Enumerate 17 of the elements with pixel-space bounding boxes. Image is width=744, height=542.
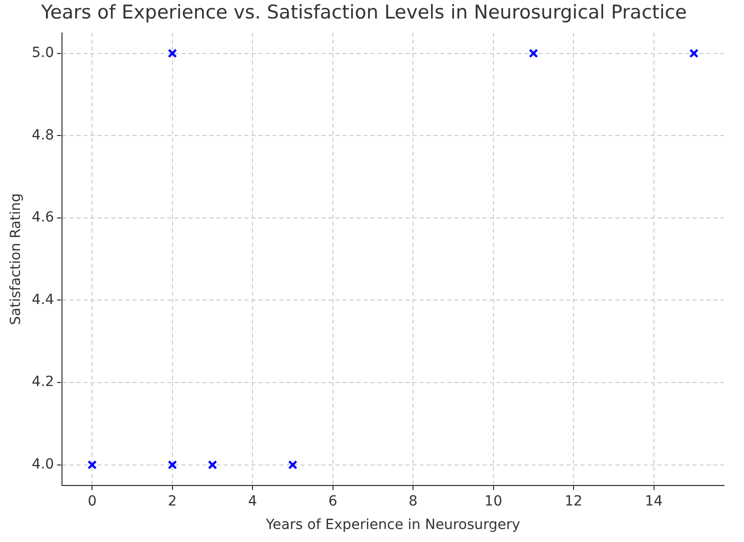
x-axis-title: Years of Experience in Neurosurgery [264,517,520,534]
x-tick-label: 4 [248,493,258,510]
y-tick-label: 4.4 [32,292,54,308]
y-tick-label: 4.6 [32,210,54,226]
y-tick-label: 5.0 [32,45,54,62]
x-tick-label: 12 [564,493,582,510]
y-axis-title: Satisfaction Rating [8,193,24,325]
x-tick-label: 14 [644,493,663,510]
x-tick-label: 0 [88,493,97,510]
x-tick-label: 2 [168,493,177,510]
chart-title: Years of Experience vs. Satisfaction Levels in Neurosurgical Practice [40,1,687,24]
y-tick-label: 4.0 [32,456,54,472]
y-tick-label: 4.8 [32,127,54,144]
y-tick-label: 4.2 [32,374,54,390]
x-tick-label: 6 [328,493,338,510]
x-tick-label: 10 [484,493,502,510]
x-tick-label: 8 [408,493,418,510]
